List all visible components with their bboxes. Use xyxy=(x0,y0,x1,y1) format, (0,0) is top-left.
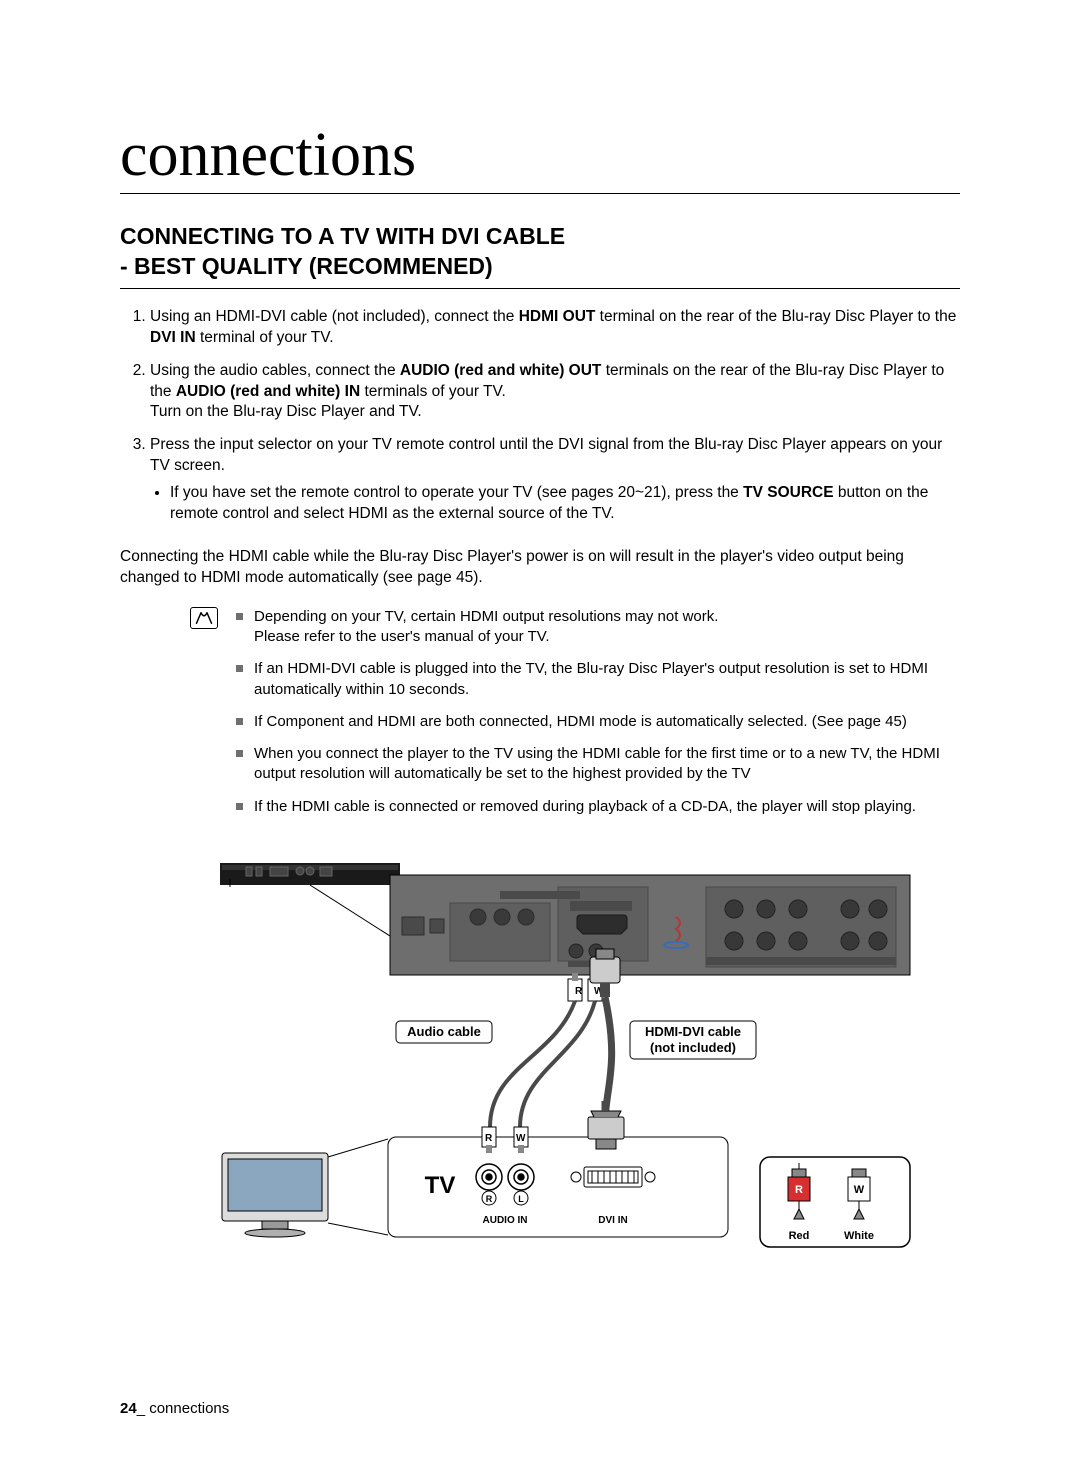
connection-diagram: R W Audio cable xyxy=(120,857,960,1287)
tv-back-panel: TV R W R L AUDIO IN xyxy=(388,1101,728,1237)
steps-list: Using an HDMI-DVI cable (not included), … xyxy=(120,307,960,525)
svg-text:R: R xyxy=(486,1194,493,1204)
svg-text:W: W xyxy=(854,1184,865,1196)
hdmi-cable-label: HDMI-DVI cable (not included) xyxy=(630,1021,756,1059)
svg-text:Red: Red xyxy=(789,1230,810,1242)
step-2: Using the audio cables, connect the AUDI… xyxy=(150,361,960,424)
player-back-panel xyxy=(390,875,910,975)
auto-hdmi-paragraph: Connecting the HDMI cable while the Blu-… xyxy=(120,547,960,589)
note-4: When you connect the player to the TV us… xyxy=(236,744,960,785)
svg-text:R: R xyxy=(795,1184,803,1196)
svg-text:R: R xyxy=(485,1133,493,1144)
audio-cable-label: Audio cable xyxy=(396,1021,492,1043)
notes-block: Depending on your TV, certain HDMI outpu… xyxy=(190,607,960,829)
svg-text:TV: TV xyxy=(425,1172,456,1199)
note-2: If an HDMI-DVI cable is plugged into the… xyxy=(236,659,960,700)
chapter-title: connections xyxy=(120,120,960,194)
page-number: 24 xyxy=(120,1400,137,1417)
section-title-line1: CONNECTING TO A TV WITH DVI CABLE xyxy=(120,223,565,249)
tv-angled-view xyxy=(222,1139,388,1237)
page-footer: 24_ connections xyxy=(120,1400,229,1417)
step-3: Press the input selector on your TV remo… xyxy=(150,435,960,525)
note-3: If Component and HDMI are both connected… xyxy=(236,712,960,732)
cables xyxy=(490,997,612,1127)
notes-list: Depending on your TV, certain HDMI outpu… xyxy=(236,607,960,829)
svg-text:W: W xyxy=(516,1133,526,1144)
svg-text:Audio cable: Audio cable xyxy=(407,1024,481,1039)
svg-text:DVI IN: DVI IN xyxy=(598,1215,627,1226)
svg-text:AUDIO IN: AUDIO IN xyxy=(483,1215,528,1226)
step-3-sub-item: If you have set the remote control to op… xyxy=(170,483,960,525)
svg-text:L: L xyxy=(518,1194,524,1204)
rca-color-legend: R W Red White xyxy=(760,1157,910,1247)
section-title: CONNECTING TO A TV WITH DVI CABLE - BEST… xyxy=(120,222,960,289)
svg-text:White: White xyxy=(844,1230,874,1242)
svg-text:HDMI-DVI cable: HDMI-DVI cable xyxy=(645,1024,741,1039)
note-icon xyxy=(190,607,218,829)
note-5: If the HDMI cable is connected or remove… xyxy=(236,797,960,817)
step-3-sub: If you have set the remote control to op… xyxy=(150,483,960,525)
note-1: Depending on your TV, certain HDMI outpu… xyxy=(236,607,960,648)
svg-text:(not included): (not included) xyxy=(650,1040,736,1055)
svg-text:R: R xyxy=(575,986,583,997)
section-title-line2: - BEST QUALITY (RECOMMENED) xyxy=(120,253,493,279)
footer-section: connections xyxy=(149,1400,229,1417)
step-1: Using an HDMI-DVI cable (not included), … xyxy=(150,307,960,349)
